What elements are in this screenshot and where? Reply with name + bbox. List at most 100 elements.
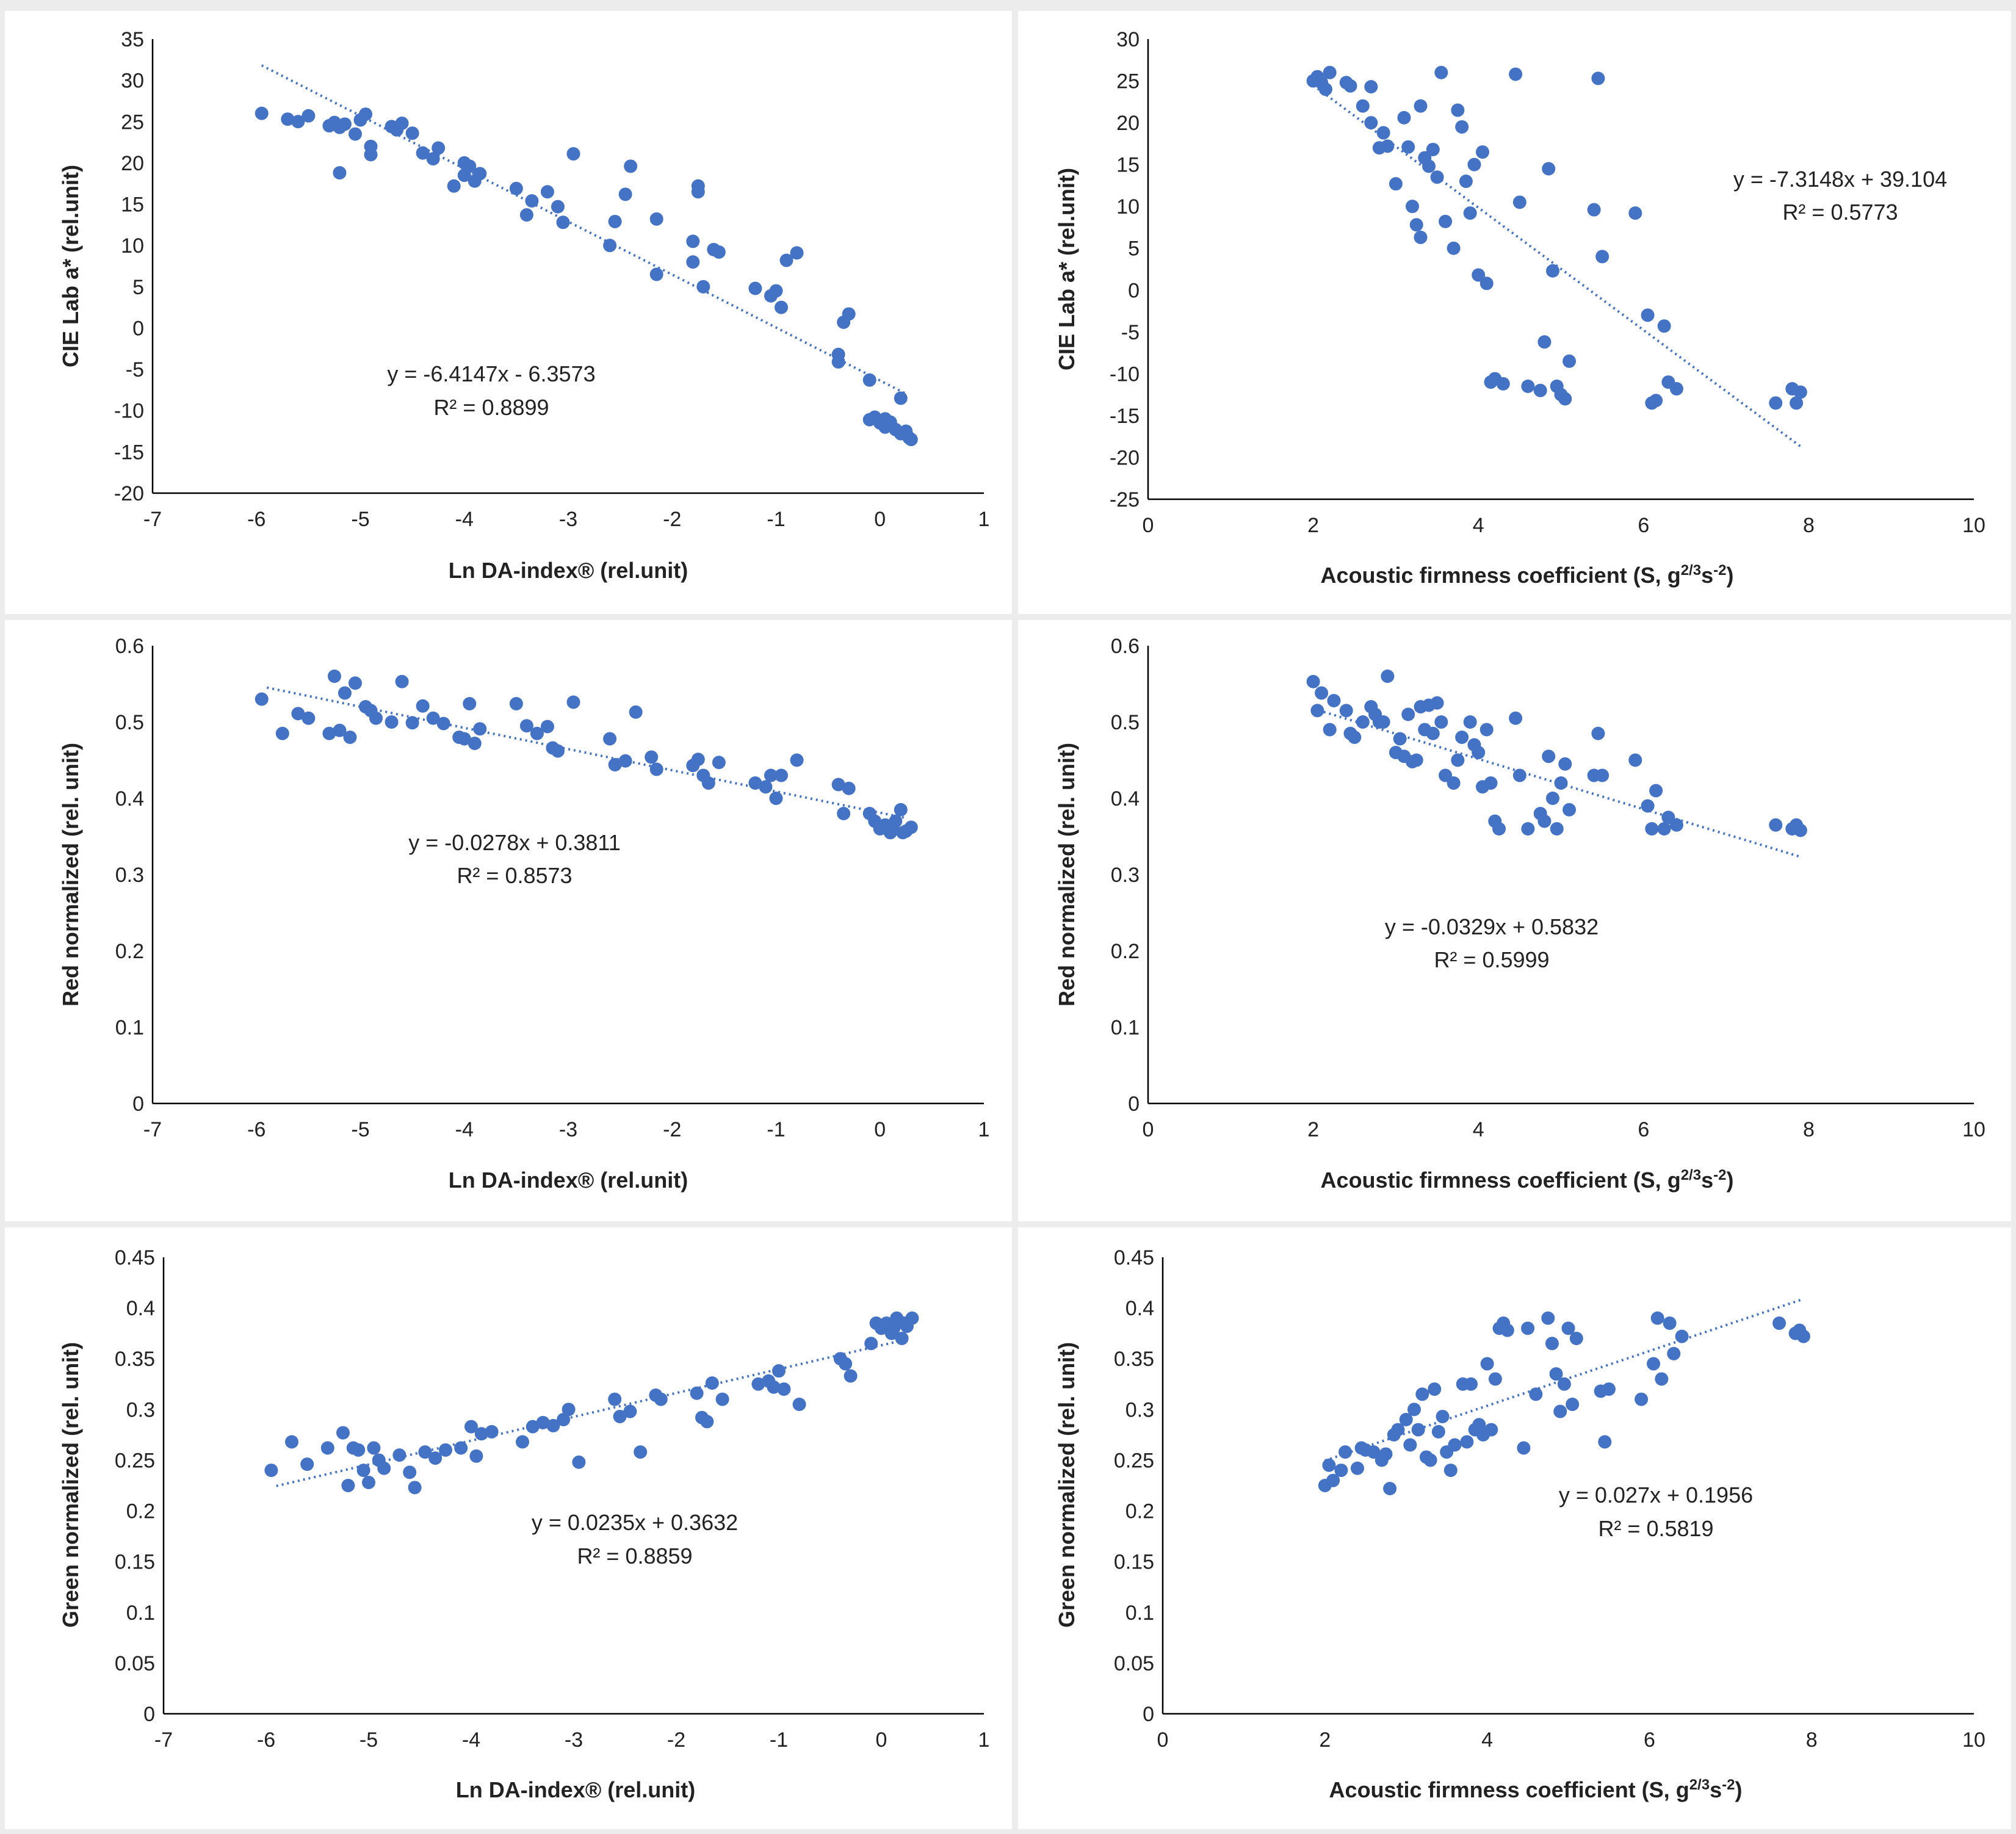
y-tick-label: 0.1 [115,1016,144,1039]
data-point [333,723,347,737]
data-point [1549,1367,1563,1381]
data-point [1669,382,1683,396]
data-point [356,1464,370,1478]
y-tick-label: 0.25 [1114,1449,1154,1472]
data-point [1399,1412,1413,1426]
data-point [1479,276,1494,291]
data-point [649,762,663,776]
data-point [516,1435,529,1449]
x-tick-label: -1 [770,1728,788,1752]
x-tick-label: -6 [247,1118,266,1141]
data-point [1563,803,1577,817]
y-tick-label: 0.4 [1125,1297,1154,1320]
data-point [426,152,440,166]
x-tick-label: 2 [1307,1118,1319,1141]
data-point [469,1449,483,1463]
data-point [1647,1357,1661,1371]
data-point [566,695,580,709]
data-point [1628,753,1642,767]
data-point [1521,1321,1535,1335]
x-tick-label: 10 [1962,1728,1985,1752]
y-tick-label: 0.2 [1111,940,1140,963]
y-tick-label: 0.6 [1111,635,1140,658]
y-tick-label: 0 [132,1092,144,1116]
r-squared-label: R² = 0.5819 [1598,1516,1713,1541]
panel-green-vs-firmness: 0.45 0.4 0.35 0.3 0.25 0.2 0.15 0.1 0.05 00 2 4 6 8 10… [1018,1227,2011,1829]
data-point [509,697,523,710]
data-point [839,1357,853,1371]
y-tick-label: 30 [1116,28,1140,51]
data-point [1381,139,1395,153]
x-tick-label: 0 [874,508,886,531]
data-point [777,1382,791,1396]
data-point [1381,670,1395,683]
data-point [255,106,269,120]
data-point [1409,753,1423,767]
data-point [428,1451,443,1465]
data-point [1448,1438,1462,1452]
data-point [416,699,430,713]
data-point [1323,65,1337,79]
data-point [654,1392,668,1406]
data-point [1542,162,1556,176]
data-point [1322,1458,1336,1472]
data-point [463,697,477,710]
data-point [1393,732,1407,746]
data-point [712,756,726,770]
data-point [1769,818,1783,832]
y-tick-label: -20 [1110,446,1140,469]
data-point [457,732,471,746]
data-point [769,284,783,298]
data-point [748,281,762,295]
data-point [473,722,487,736]
y-tick-label: 0.5 [115,711,144,734]
data-point [1641,308,1655,322]
data-point [790,246,804,260]
data-point [556,215,570,229]
data-point [432,141,446,155]
data-point [842,781,856,795]
data-point [1439,214,1453,228]
x-axis-title: Ln DA-index® (rel.unit) [449,1168,688,1193]
data-point [436,717,450,731]
data-point [352,1443,366,1457]
y-tick-label: 0 [1128,1092,1140,1116]
data-point [1422,159,1436,173]
y-tick-label: 0.6 [115,635,144,658]
x-tick-label: 0 [1143,1118,1154,1141]
x-tick-label: -5 [359,1728,378,1752]
x-tick-label: -2 [667,1728,685,1752]
data-point [904,433,918,447]
data-point [1591,726,1605,740]
x-tick-label: 10 [1962,514,1985,537]
data-point [894,803,908,817]
data-point [1484,1423,1498,1437]
y-tick-label: 0.45 [115,1246,155,1269]
data-point [645,750,659,764]
x-axis-title: Acoustic firmness coefficient (S, g2/3s-… [1329,1777,1743,1803]
data-point [1558,392,1572,406]
data-point [1509,67,1523,81]
data-point [1391,1423,1405,1437]
x-tick-label: -4 [462,1728,480,1752]
data-point [566,147,580,161]
data-point [468,737,482,750]
data-point [701,776,715,790]
y-axis-title: Red normalized (rel. unit) [58,743,83,1006]
data-point [338,117,352,131]
data-point [1595,768,1610,782]
data-point [842,307,856,321]
data-point [862,373,876,387]
y-tick-label: 0.3 [1111,864,1140,887]
data-point [348,676,362,690]
data-point [1553,1404,1567,1418]
data-point [300,1457,314,1471]
y-tick-label: 0.4 [126,1297,155,1320]
data-point [1790,396,1804,410]
x-axis-title: Acoustic firmness coefficient (S, g2/3s-… [1321,562,1734,588]
data-point [369,711,383,725]
data-point [831,778,845,792]
data-point [385,715,399,729]
